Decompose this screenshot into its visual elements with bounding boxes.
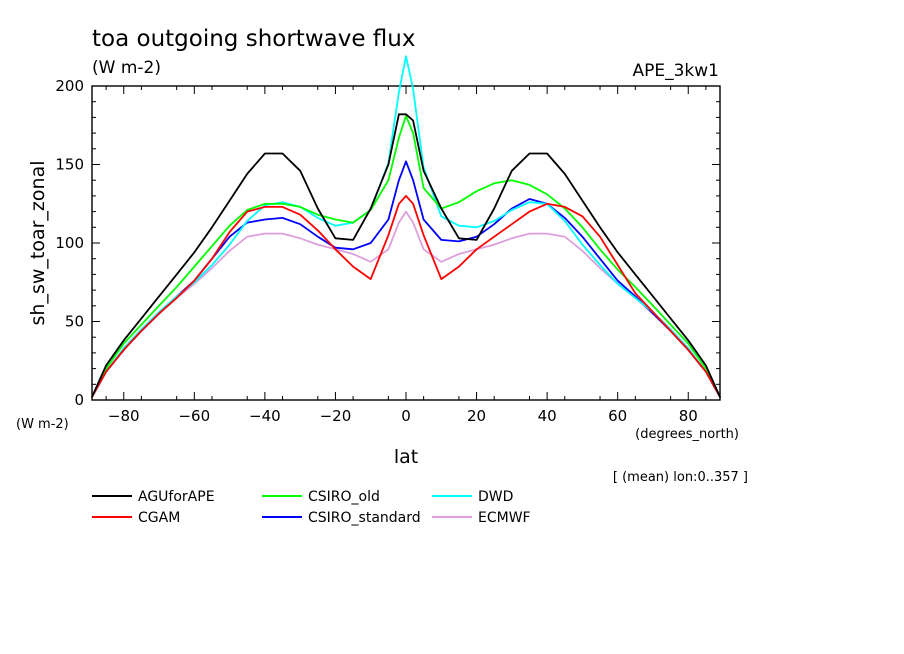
y-tick-label: 100 [55, 234, 84, 252]
experiment-label: APE_3kw1 [632, 61, 719, 81]
average-note: [ (mean) lon:0..357 ] [613, 470, 748, 485]
y-unit-corner: (W m-2) [16, 417, 69, 432]
series-line-csiro-old [91, 114, 721, 398]
x-tick-label: −40 [249, 407, 281, 425]
plot-frame [91, 85, 721, 401]
x-tick-label: −80 [108, 407, 140, 425]
series-line-dwd [91, 55, 721, 398]
series-line-ecmwf [91, 210, 721, 398]
y-tick-label: 150 [55, 156, 84, 174]
y-axis-label: sh_sw_toar_zonal [27, 161, 49, 326]
y-tick-label: 50 [65, 313, 84, 331]
x-tick-label: 20 [467, 407, 486, 425]
x-tick-label: 80 [679, 407, 698, 425]
x-tick-label: 0 [401, 407, 411, 425]
x-axis-label: lat [394, 446, 418, 468]
x-tick-label: 60 [608, 407, 627, 425]
chart-title: toa outgoing shortwave flux [92, 26, 415, 52]
ticks-layer: −80 −60 −40 −20 0 20 40 60 80 0 50 100 150 200 [55, 77, 720, 425]
series-line-cgam [91, 194, 721, 398]
plot-area [91, 85, 721, 401]
y-tick-label: 0 [74, 391, 84, 409]
chart-units: (W m-2) [92, 58, 161, 78]
x-tick-label: 40 [538, 407, 557, 425]
legend-label: AGUforAPE [138, 489, 215, 505]
legend-label: CSIRO_old [308, 489, 380, 505]
x-tick-label: −20 [320, 407, 352, 425]
legend-label: CSIRO_standard [308, 510, 421, 526]
series-line-aguforape [91, 113, 721, 398]
legend-label: ECMWF [478, 510, 531, 526]
legend-label: CGAM [138, 510, 180, 526]
x-tick-label: −60 [178, 407, 210, 425]
legend-label: DWD [478, 489, 513, 505]
x-unit-label: (degrees_north) [635, 427, 739, 442]
y-tick-label: 200 [55, 77, 84, 95]
series-layer [91, 55, 721, 398]
legend: AGUforAPE CSIRO_old DWD CGAM CSIRO_standard E… [92, 489, 531, 526]
